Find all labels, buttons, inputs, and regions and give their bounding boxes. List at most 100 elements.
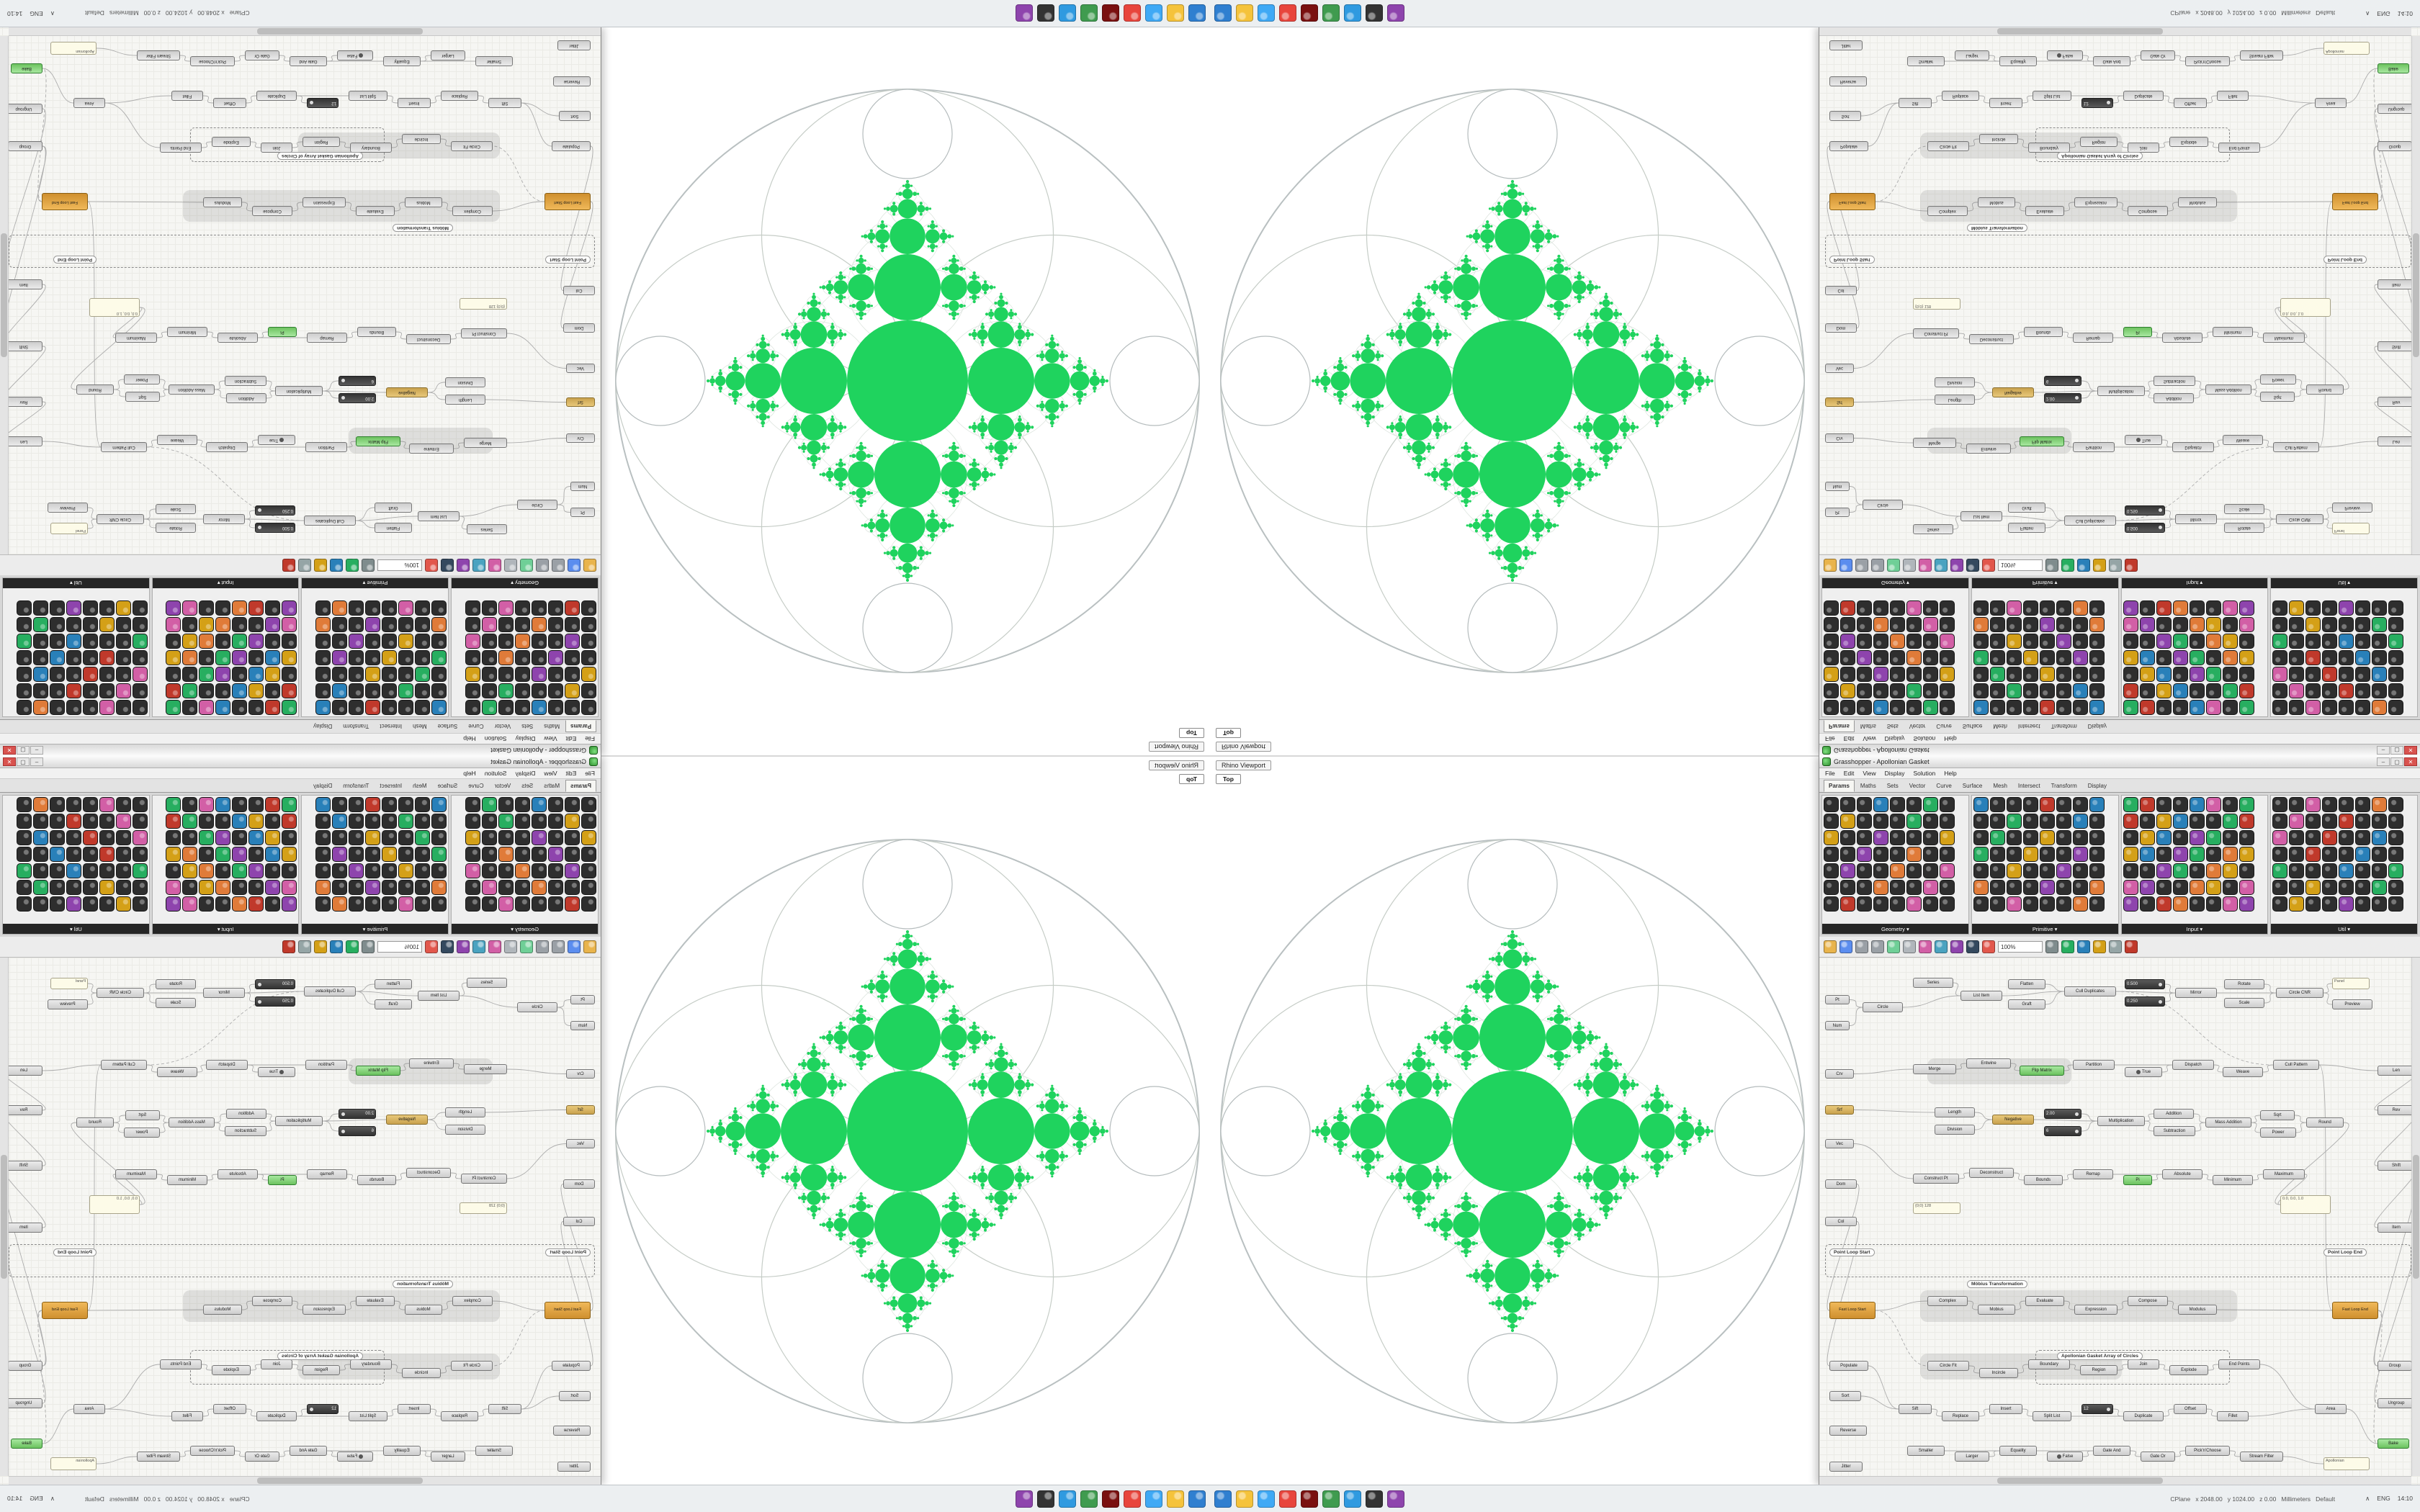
component-icon[interactable] [1857,830,1872,845]
sketch-icon[interactable] [488,559,501,572]
gh-node[interactable]: Flip Matrix [356,1066,400,1076]
palette-group-label[interactable]: Primitive ▾ [1971,924,2118,934]
component-icon[interactable] [2388,830,2404,845]
component-icon[interactable] [382,847,398,862]
component-icon[interactable] [532,863,547,878]
gh-node[interactable]: Fast Loop Start [544,193,591,210]
gh-node[interactable]: Fast Loop End [2332,1302,2378,1319]
gh-node[interactable]: Weave [2223,435,2263,445]
component-icon[interactable] [1824,667,1839,682]
component-icon[interactable] [1857,683,1872,698]
component-icon[interactable] [548,814,563,829]
component-icon[interactable] [431,667,447,682]
component-icon[interactable] [581,617,596,632]
component-icon[interactable] [2123,617,2138,632]
component-icon[interactable] [66,847,81,862]
component-icon[interactable] [2139,683,2155,698]
component-icon[interactable] [2355,700,2371,715]
text-icon[interactable] [1935,940,1948,953]
component-icon[interactable] [265,896,281,912]
component-icon[interactable] [2272,896,2288,912]
component-icon[interactable] [2189,863,2205,878]
canvas-zoom-input[interactable] [1998,559,2043,571]
component-icon[interactable] [66,797,81,812]
component-icon[interactable] [166,634,182,649]
component-icon[interactable] [49,880,65,895]
gh-node[interactable]: Bounds [2024,1175,2063,1185]
gh-node[interactable]: Pt [570,995,595,1004]
save-icon[interactable] [1839,559,1852,572]
vertical-scrollbar-thumb[interactable] [2413,233,2419,358]
gh-node[interactable]: Series [467,978,507,988]
component-icon[interactable] [1890,814,1905,829]
gh-node[interactable]: Smaller [1907,1446,1945,1456]
component-icon[interactable] [2039,634,2055,649]
gh-node[interactable]: List Item [418,991,460,1001]
component-icon[interactable] [431,814,447,829]
grasshopper-titlebar[interactable]: Grasshopper - Apollonian Gasket – ▢ ✕ [0,756,601,768]
viewport-top-tab[interactable]: Top [1216,728,1241,738]
component-icon[interactable] [2238,847,2254,862]
gh-node[interactable]: Sort [1829,1391,1861,1401]
component-icon[interactable] [16,880,32,895]
component-icon[interactable] [2372,797,2388,812]
component-icon[interactable] [431,634,447,649]
component-icon[interactable] [548,863,563,878]
component-icon[interactable] [2205,814,2221,829]
component-icon[interactable] [2189,797,2205,812]
tab-display[interactable]: Display [313,723,333,729]
cluster-icon[interactable] [441,940,454,953]
component-icon[interactable] [482,600,497,616]
component-icon[interactable] [398,830,414,845]
gh-node[interactable]: Negative [1992,1115,2034,1125]
component-icon[interactable] [49,683,65,698]
component-icon[interactable] [1940,700,1955,715]
component-icon[interactable] [1973,797,1989,812]
component-icon[interactable] [2372,830,2388,845]
gh-node[interactable]: Modulus [203,197,242,207]
component-icon[interactable] [282,650,297,665]
component-icon[interactable] [315,667,331,682]
tray-item[interactable]: 14:10 [2397,10,2413,17]
gh-node[interactable]: Subtraction [225,1126,266,1136]
component-icon[interactable] [365,650,381,665]
component-icon[interactable] [2139,880,2155,895]
component-icon[interactable] [2205,847,2221,862]
component-icon[interactable] [565,797,580,812]
component-icon[interactable] [215,617,231,632]
gh-node[interactable]: 12 [2081,1404,2113,1414]
component-icon[interactable] [431,847,447,862]
component-icon[interactable] [498,700,514,715]
mail-taskbar-icon[interactable] [1016,1490,1033,1508]
menu-help[interactable]: Help [463,770,476,777]
component-icon[interactable] [2072,683,2088,698]
component-icon[interactable] [265,863,281,878]
component-icon[interactable] [2089,830,2105,845]
tab-maths[interactable]: Maths [544,723,560,729]
component-icon[interactable] [2172,617,2188,632]
horizontal-scrollbar[interactable] [9,27,601,36]
component-icon[interactable] [2289,847,2305,862]
component-icon[interactable] [16,634,32,649]
component-icon[interactable] [431,683,447,698]
file-explorer-taskbar-icon[interactable] [1167,4,1184,22]
component-icon[interactable] [1989,863,2005,878]
component-icon[interactable] [2072,700,2088,715]
component-icon[interactable] [482,683,497,698]
menu-edit[interactable]: Edit [1843,770,1855,777]
component-icon[interactable] [515,700,530,715]
tray-item[interactable]: ENG [2377,10,2390,17]
component-icon[interactable] [382,667,398,682]
gh-node[interactable]: Panel [50,978,88,989]
component-icon[interactable] [2305,700,2321,715]
gh-node[interactable]: Mobius [405,1305,442,1315]
component-icon[interactable] [349,650,364,665]
gh-node[interactable]: Pi [268,1175,297,1185]
rhino-taskbar-icon[interactable] [1102,1490,1119,1508]
component-icon[interactable] [66,880,81,895]
tray-item[interactable]: ∧ [50,1495,55,1502]
component-icon[interactable] [99,847,115,862]
component-icon[interactable] [2289,667,2305,682]
gh-node[interactable]: Gate And [290,56,327,66]
component-icon[interactable] [2156,700,2172,715]
